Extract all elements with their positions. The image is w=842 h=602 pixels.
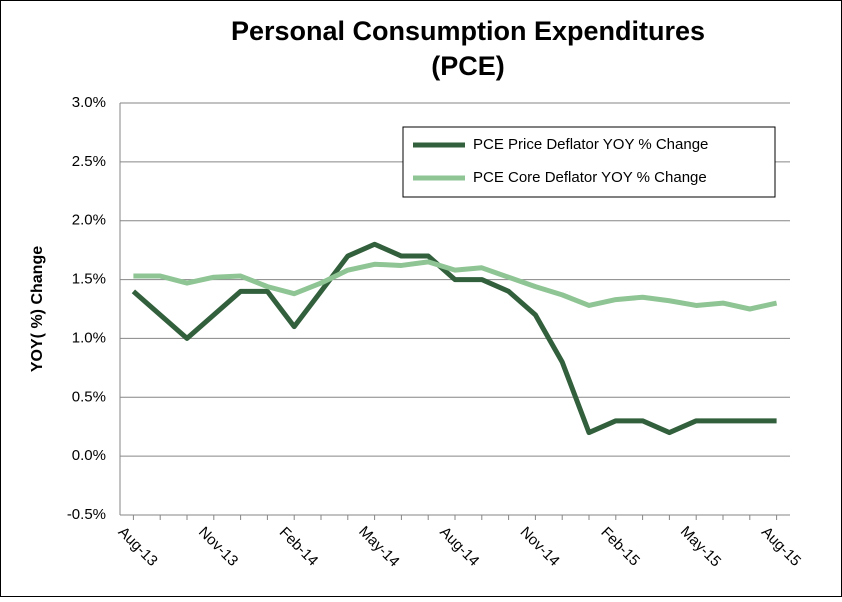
series-line: [133, 259, 778, 312]
legend-box: [402, 126, 776, 198]
y-tick-label: 3.0%: [72, 94, 106, 111]
y-tick-label: 2.5%: [72, 153, 106, 170]
series-line: [131, 241, 777, 436]
y-tick-label: 1.5%: [72, 271, 106, 288]
chart-title: (PCE): [431, 51, 505, 81]
y-tick-label: 0.5%: [72, 388, 106, 405]
y-tick-label: 2.0%: [72, 212, 106, 229]
y-tick-label: -0.5%: [67, 506, 106, 523]
y-tick-label: 0.0%: [72, 447, 106, 464]
chart-title: Personal Consumption Expenditures: [231, 16, 705, 46]
legend-label: PCE Core Deflator YOY % Change: [473, 169, 707, 186]
legend-label: PCE Price Deflator YOY % Change: [473, 136, 708, 153]
y-axis-label: YOY( %) Change: [29, 246, 46, 372]
y-tick-label: 1.0%: [72, 329, 106, 346]
